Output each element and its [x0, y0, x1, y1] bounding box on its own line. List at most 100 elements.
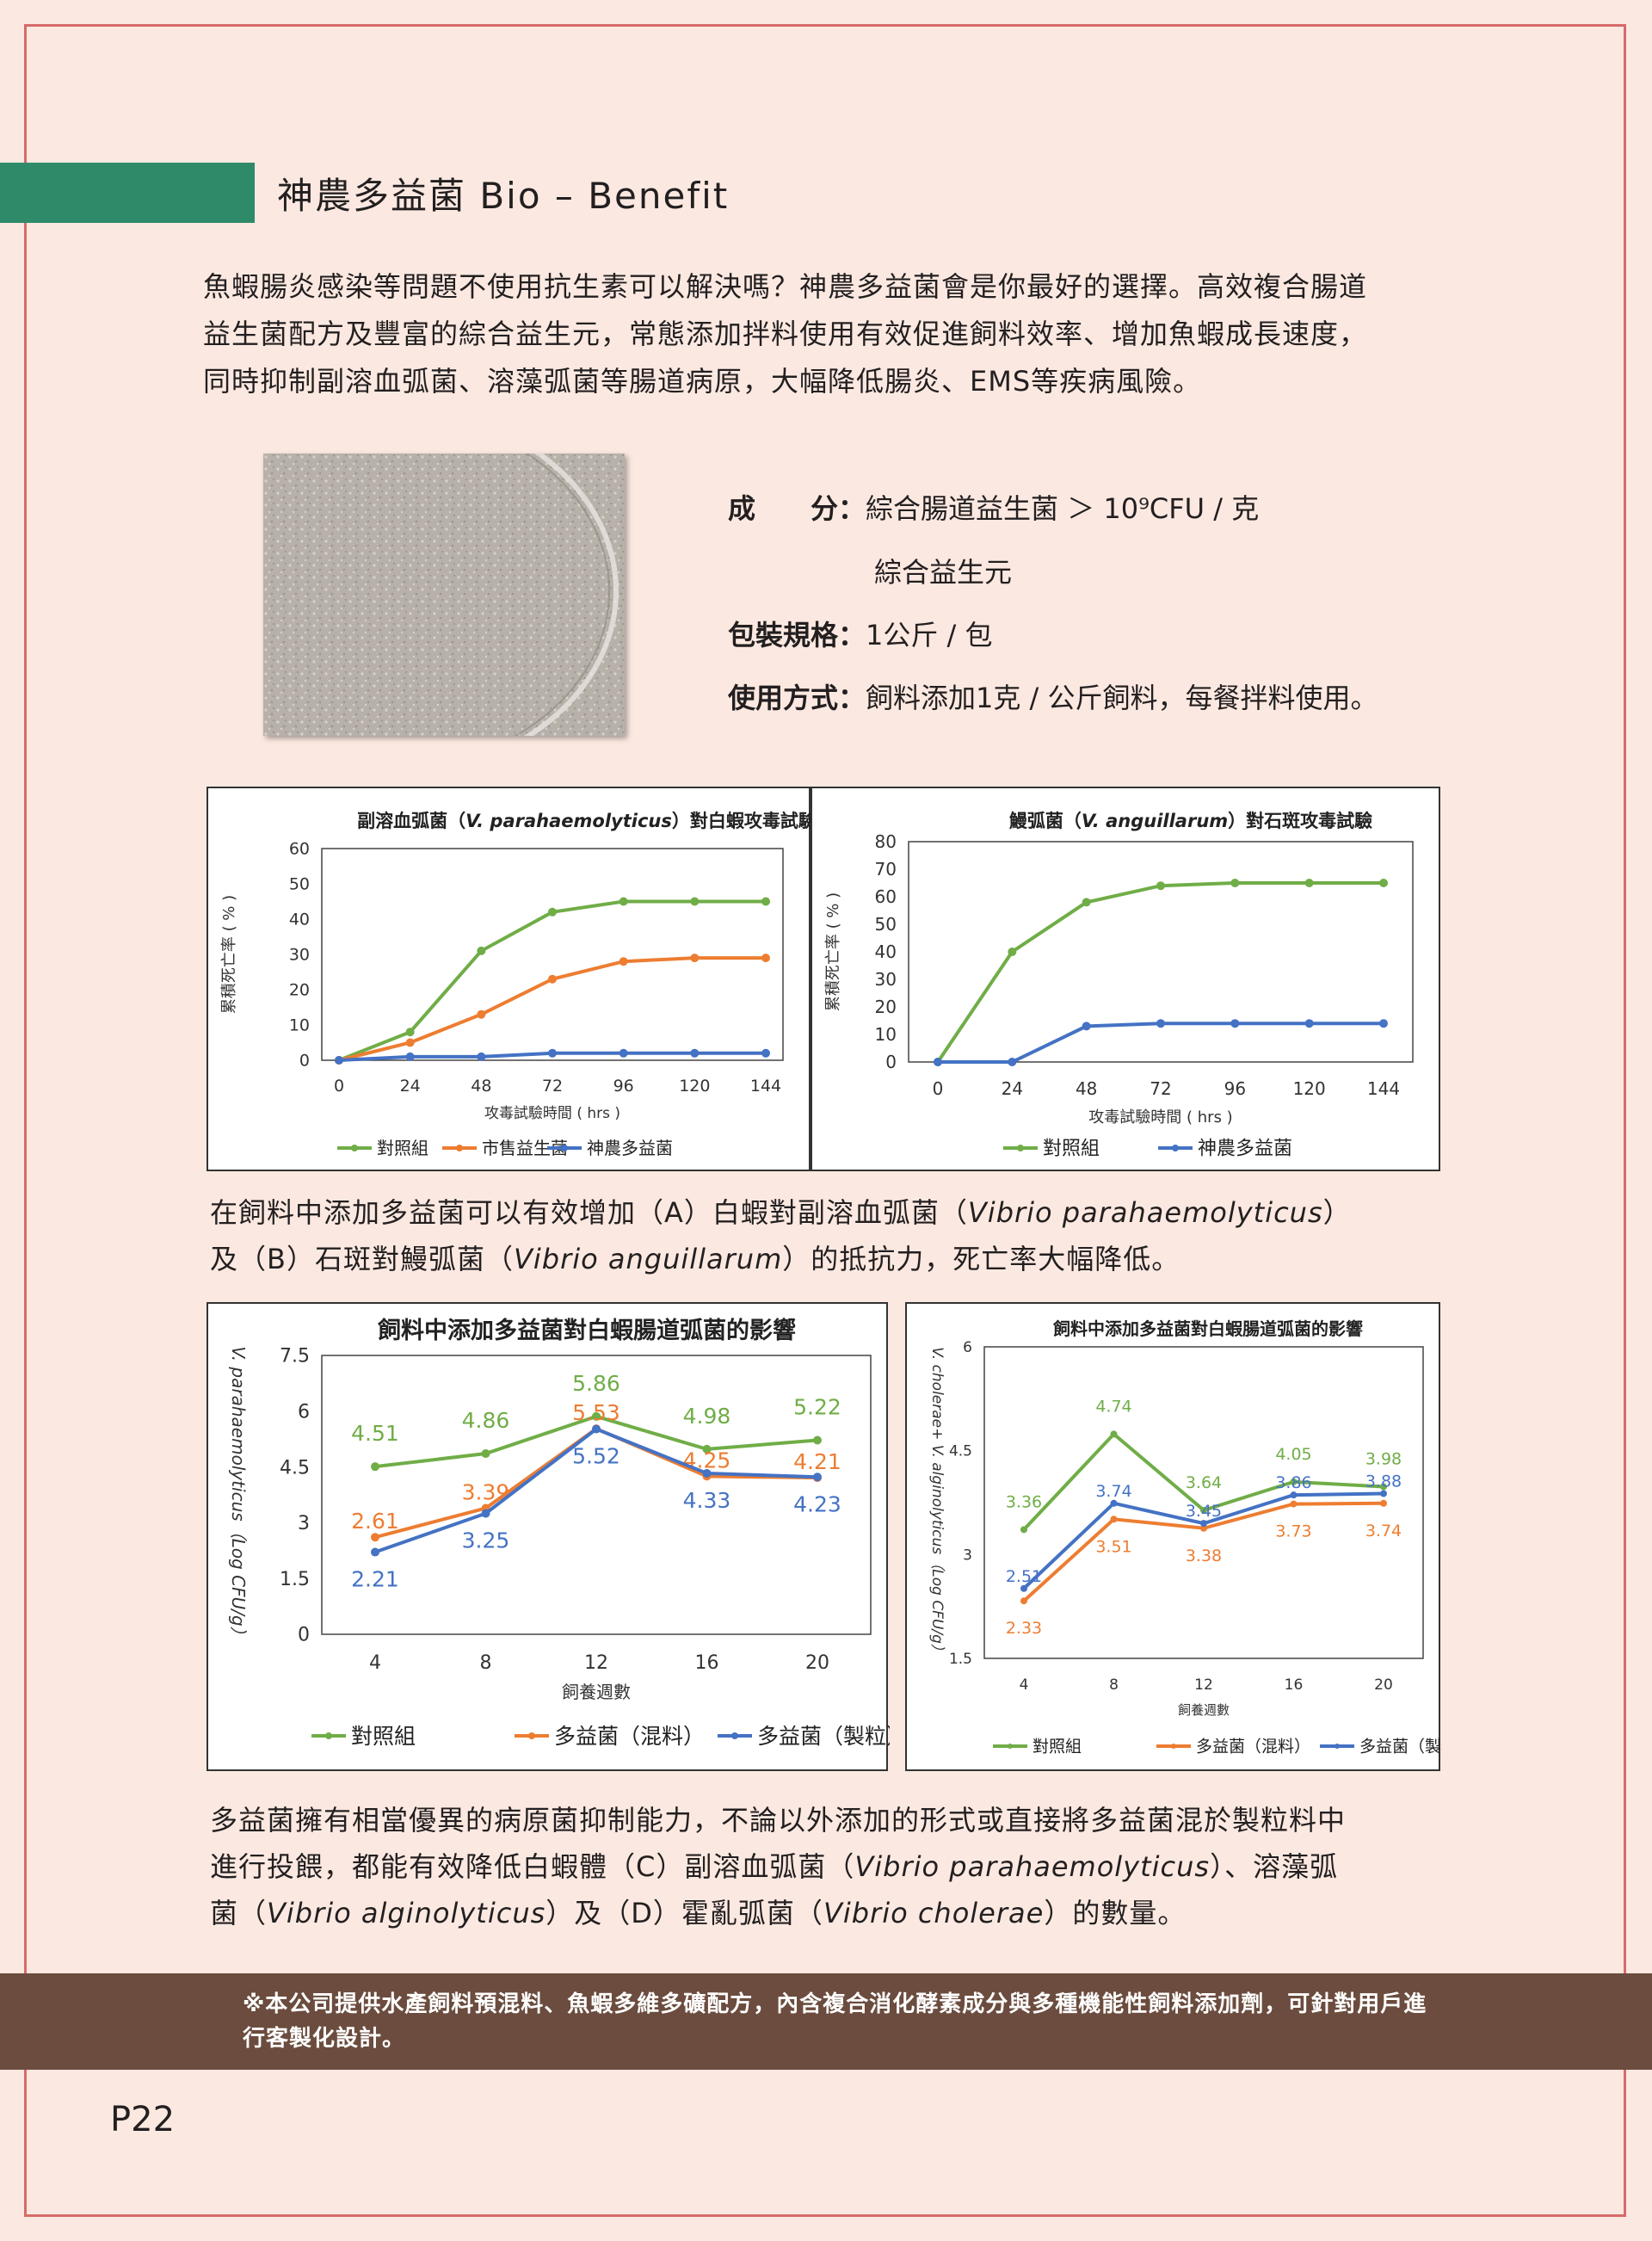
caption-challenge: 在飼料中添加多益菌可以有效增加（A）白蝦對副溶血弧菌（Vibrio paraha…: [210, 1196, 1352, 1275]
x-tick-label: 20: [805, 1652, 829, 1674]
data-point: [1230, 1019, 1240, 1028]
legend-marker: [1017, 1145, 1024, 1151]
data-point: [1082, 898, 1091, 907]
data-label: 4.33: [683, 1488, 731, 1513]
data-point: [1156, 881, 1165, 891]
x-tick-label: 16: [695, 1652, 719, 1674]
y-tick-label: 6: [963, 1339, 972, 1356]
page-title: 神農多益菌 Bio – Benefit: [277, 175, 730, 217]
x-tick-label: 120: [679, 1077, 710, 1096]
y-tick-label: 4.5: [949, 1443, 972, 1460]
legend-marker: [528, 1732, 535, 1739]
spec-ingredient: 成 分：綜合腸道益生菌 ＞ 10⁹CFU / 克: [728, 492, 1260, 525]
legend-label: 多益菌（混料）: [554, 1724, 705, 1749]
page-number: P22: [110, 2100, 176, 2139]
legend-marker: [1171, 1744, 1176, 1749]
plot-area: [908, 841, 1414, 1063]
chart-a-svg: 副溶血弧菌（V. parahaemolyticus）對白蝦攻毒試驗 0 10 20 30…: [220, 811, 812, 1158]
y-tick-label: 3: [298, 1513, 310, 1534]
data-point: [1082, 1022, 1091, 1031]
y-tick-label: 40: [875, 941, 897, 962]
data-point: [1200, 1524, 1207, 1532]
x-tick-label: 24: [400, 1077, 421, 1096]
data-point: [405, 1028, 415, 1037]
legend-label: 多益菌（製粒）: [1359, 1738, 1442, 1756]
chart-a: 副溶血弧菌（V. parahaemolyticus）對白蝦攻毒試驗 0 10 20 30…: [206, 787, 812, 1171]
data-label: 3.51: [1095, 1537, 1131, 1556]
data-point: [1110, 1430, 1118, 1438]
x-tick-label: 4: [369, 1652, 381, 1674]
data-point: [690, 1048, 700, 1058]
data-point: [371, 1533, 379, 1542]
y-tick-label: 3: [963, 1546, 972, 1564]
x-tick-label: 24: [1002, 1078, 1023, 1099]
data-point: [1380, 1490, 1387, 1497]
data-point: [1020, 1584, 1027, 1592]
data-label: 4.23: [793, 1491, 841, 1516]
footer-note-band: ※本公司提供水產飼料預混料、魚蝦多維多礦配方，內含複合消化酵素成分與多種機能性飼…: [0, 1973, 1652, 2070]
y-tick-label: 40: [289, 911, 310, 929]
data-point: [1200, 1520, 1207, 1528]
data-point: [1290, 1500, 1298, 1508]
data-label: 4.21: [793, 1449, 841, 1474]
data-point: [477, 1009, 486, 1019]
y-axis-label: V. parahaemolyticus（Log CFU/g）: [228, 1346, 249, 1643]
y-tick-label: 4.5: [280, 1457, 310, 1479]
data-label: 2.51: [1006, 1567, 1042, 1586]
data-point: [761, 954, 770, 963]
data-point: [761, 897, 770, 906]
legend-marker: [1335, 1744, 1340, 1749]
data-label: 3.86: [1275, 1473, 1311, 1492]
caption-inhibition: 多益菌擁有相當優異的病原菌抑制能力，不論以外添加的形式或直接將多益菌混於製粒料中…: [210, 1797, 1483, 1936]
data-point: [813, 1472, 822, 1482]
x-tick-label: 0: [933, 1078, 944, 1099]
intro-line: 魚蝦腸炎感染等問題不使用抗生素可以解決嗎？神農多益菌會是你最好的選擇。高效複合腸…: [203, 270, 1368, 303]
data-label: 5.52: [572, 1444, 620, 1469]
y-axis-label: V. cholerae+ V. alginolyticus（Log CFU/g）: [928, 1347, 946, 1658]
data-point: [1380, 1483, 1387, 1491]
data-point: [335, 1056, 343, 1065]
x-tick-label: 12: [1194, 1676, 1213, 1694]
data-label: 3.25: [462, 1528, 510, 1553]
legend-label: 對照組: [377, 1138, 428, 1158]
data-point: [1200, 1506, 1207, 1514]
data-point: [1304, 879, 1314, 887]
legend-label: 神農多益菌: [587, 1138, 673, 1158]
data-label: 4.98: [683, 1404, 731, 1429]
x-tick-label: 4: [1020, 1676, 1029, 1694]
data-point: [548, 1048, 557, 1058]
x-tick-label: 48: [471, 1077, 491, 1096]
legend-marker: [351, 1145, 358, 1151]
chart-d-svg: 飼料中添加多益菌對白蝦腸道弧菌的影響 1.5 3 4.5 6 4 8 12 16 20 飼養週數 V.…: [928, 1318, 1442, 1756]
x-tick-label: 12: [584, 1652, 608, 1674]
data-label: 3.64: [1186, 1473, 1222, 1492]
data-point: [1156, 1019, 1165, 1028]
y-tick-label: 7.5: [280, 1346, 310, 1367]
chart-c: 飼料中添加多益菌對白蝦腸道弧菌的影響 0 1.5 3 4.5 6 7.5 4 8 12 16 20 飼養…: [206, 1302, 890, 1771]
x-tick-label: 144: [1367, 1078, 1400, 1099]
y-tick-label: 70: [875, 859, 897, 880]
data-point: [1110, 1516, 1118, 1523]
data-label: 2.61: [351, 1509, 399, 1534]
data-point: [934, 1058, 942, 1066]
intro-paragraph: 魚蝦腸炎感染等問題不使用抗生素可以解決嗎？神農多益菌會是你最好的選擇。高效複合腸…: [203, 263, 1494, 405]
data-point: [1110, 1499, 1118, 1507]
x-tick-label: 48: [1076, 1078, 1097, 1099]
data-point: [1304, 1019, 1314, 1028]
legend-label: 神農多益菌: [1198, 1139, 1292, 1160]
y-tick-label: 50: [875, 914, 897, 935]
data-point: [1380, 1499, 1387, 1507]
intro-line: 益生菌配方及豐富的綜合益生元，常態添加拌料使用有效促進飼料效率、增加魚蝦成長速度…: [203, 318, 1368, 350]
y-tick-label: 1.5: [949, 1651, 972, 1668]
caption-line: 多益菌擁有相當優異的病原菌抑制能力，不論以外添加的形式或直接將多益菌混於製粒料中: [210, 1804, 1347, 1837]
x-tick-label: 120: [1293, 1078, 1326, 1099]
data-point: [1379, 879, 1388, 887]
y-tick-label: 30: [289, 946, 310, 965]
data-label: 3.36: [1006, 1492, 1042, 1511]
y-tick-label: 6: [298, 1402, 310, 1423]
data-label: 3.74: [1095, 1482, 1131, 1501]
legend-marker: [561, 1145, 568, 1151]
chart-title: 飼料中添加多益菌對白蝦腸道弧菌的影響: [378, 1317, 796, 1344]
data-label: 3.98: [1365, 1449, 1402, 1468]
y-axis-label: 累積死亡率 ( % ): [220, 895, 238, 1014]
